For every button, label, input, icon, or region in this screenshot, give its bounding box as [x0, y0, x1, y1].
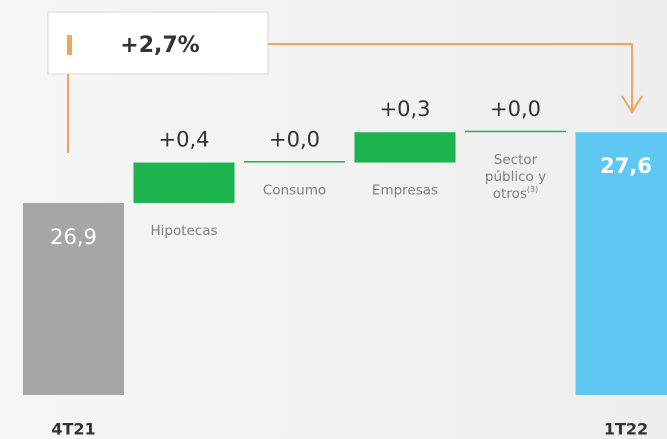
category-line: otros — [493, 186, 527, 202]
category-label: 4T21 — [51, 420, 95, 439]
category-label: Empresas — [372, 183, 438, 199]
value-label: +0,3 — [380, 97, 431, 121]
category-line: Empresas — [372, 183, 438, 199]
category-label: Consumo — [263, 183, 326, 199]
category-label: Sector público y otros(3) — [485, 152, 546, 202]
value-label: +0,0 — [269, 128, 320, 152]
total-bar — [575, 132, 667, 395]
annotation-box — [47, 11, 269, 75]
category-line: público y — [485, 169, 546, 185]
annotation: +2,7% — [120, 33, 199, 58]
connector — [268, 43, 633, 112]
value-label: 26,9 — [50, 225, 97, 249]
delta-bar — [465, 130, 566, 133]
delta-bar — [133, 162, 235, 203]
category-label: 1T22 — [604, 420, 648, 439]
category-label: Hipotecas — [150, 223, 217, 239]
total-bar — [23, 202, 124, 395]
delta-bar — [354, 132, 456, 163]
category-line: Sector — [494, 152, 538, 168]
category-line: Consumo — [263, 183, 326, 199]
category-line: Hipotecas — [150, 223, 217, 239]
value-label: 27,6 — [600, 154, 652, 178]
arrow-head — [621, 95, 643, 114]
value-label: +0,4 — [159, 128, 210, 152]
superscript: (3) — [527, 185, 538, 194]
value-label: +0,0 — [490, 97, 541, 121]
delta-bar — [244, 161, 345, 163]
annotation-marker — [67, 35, 72, 55]
